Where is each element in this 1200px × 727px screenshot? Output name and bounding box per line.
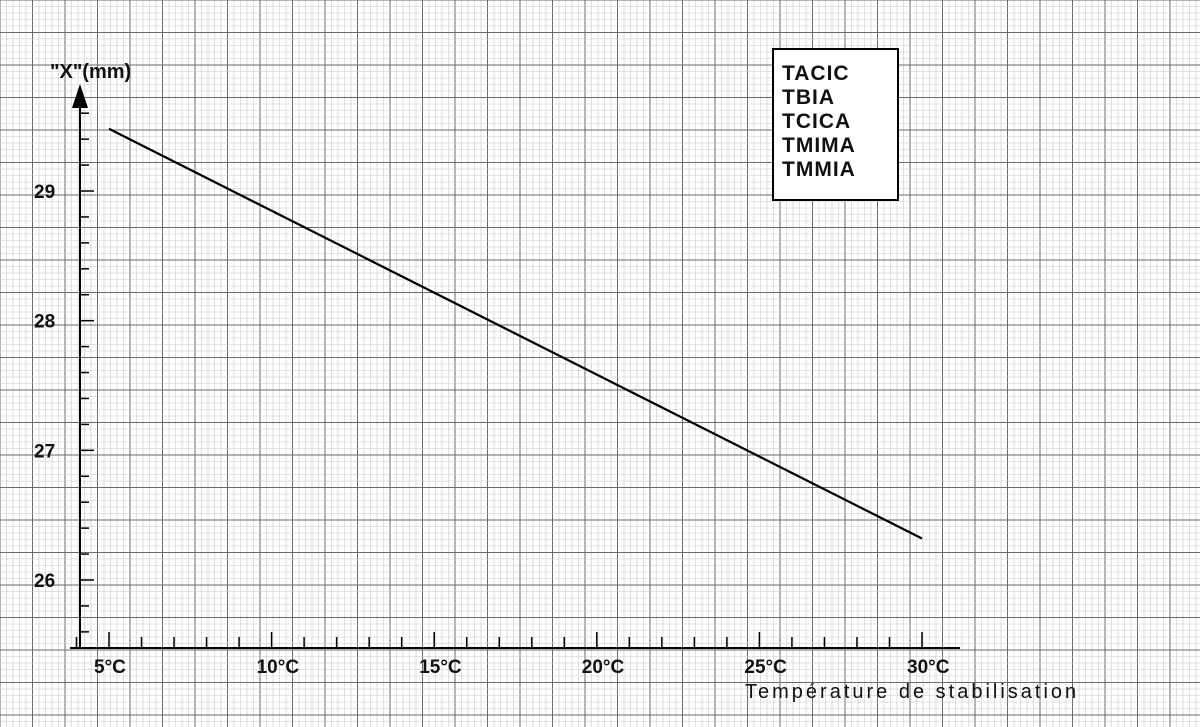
- series-line: [108, 127, 923, 540]
- legend-box: [772, 48, 899, 201]
- x-tick-label: 10°C: [257, 657, 300, 678]
- labels: "X"(mm) Température de stabilisation: [50, 61, 1079, 703]
- legend-entry: TMMIA: [782, 158, 856, 181]
- legend-entry: TCICA: [782, 110, 851, 133]
- legend-entry: TBIA: [782, 86, 835, 109]
- y-tick-label: 29: [34, 182, 55, 203]
- y-tick-label: 28: [34, 312, 55, 333]
- ticks: 5°C 10°C 15°C 20°C 25°C 30°C 26 27 28 29: [34, 112, 950, 678]
- y-axis-arrow-icon: [72, 84, 88, 108]
- y-axis-title: "X"(mm): [50, 61, 131, 83]
- legend-entry: TMIMA: [782, 134, 856, 157]
- x-axis-title: Température de stabilisation: [745, 681, 1079, 703]
- y-tick-label: 27: [34, 441, 55, 462]
- x-tick-label: 5°C: [94, 657, 126, 678]
- x-tick-label: 25°C: [744, 657, 787, 678]
- x-tick-label: 15°C: [419, 657, 462, 678]
- y-tick-label: 26: [34, 571, 55, 592]
- x-tick-label: 30°C: [907, 657, 950, 678]
- legend-entry: TACIC: [782, 62, 850, 85]
- x-tick-label: 20°C: [582, 657, 625, 678]
- series: [108, 127, 923, 540]
